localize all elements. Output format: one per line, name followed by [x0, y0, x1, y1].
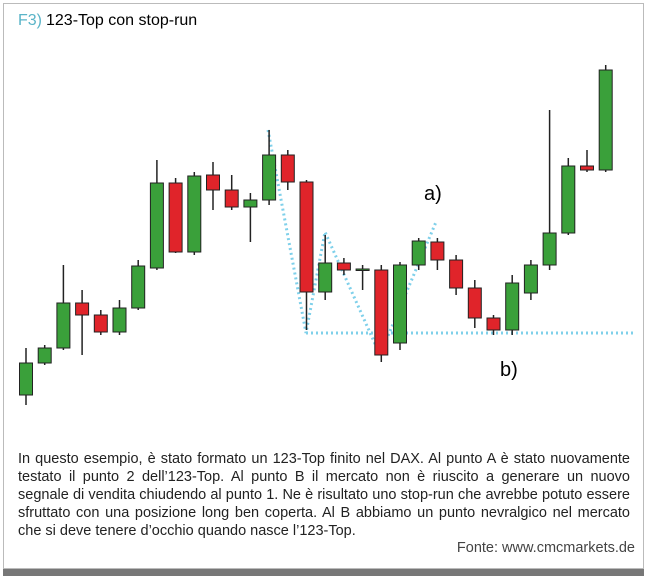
candle-body — [93, 314, 108, 333]
candle-body — [598, 69, 613, 171]
candle-body — [430, 241, 445, 261]
candle-body — [206, 174, 220, 191]
candle-body — [523, 264, 538, 294]
candle-body — [299, 181, 314, 293]
candle-body — [19, 362, 33, 396]
candle-body — [318, 262, 333, 293]
candle-body — [75, 302, 90, 316]
candle-body — [411, 240, 426, 266]
caption: In questo esempio, è stato formato un 12… — [18, 451, 630, 539]
candle-body — [542, 232, 557, 266]
candle-body — [56, 302, 71, 349]
candle-body — [505, 282, 520, 331]
pattern-lines — [266, 129, 635, 359]
candle-body — [580, 165, 594, 171]
candle-body — [37, 347, 52, 364]
candle-body — [149, 182, 164, 269]
figure-label: F3) — [18, 12, 42, 29]
header: F3) 123-Top con stop-run — [18, 12, 197, 30]
candle-body — [224, 189, 239, 208]
candle-body — [374, 269, 389, 356]
candle-body — [393, 264, 407, 344]
candle-body — [486, 317, 501, 331]
annotation: b) — [500, 359, 518, 381]
candle-body — [355, 268, 370, 271]
candle-body — [467, 287, 482, 319]
candle-body — [262, 154, 277, 201]
candle-body — [336, 262, 351, 271]
candle-body — [561, 165, 576, 234]
candle-body — [243, 199, 258, 208]
candle-body — [112, 307, 127, 333]
annotation: a) — [424, 183, 442, 205]
source: Fonte: www.cmcmarkets.de — [456, 540, 635, 556]
frame — [3, 3, 644, 569]
bottom-bar — [3, 569, 644, 576]
candle-body — [187, 175, 202, 253]
chart: a) b) — [19, 65, 635, 405]
figure-title: 123-Top con stop-run — [46, 12, 198, 29]
candle-body — [280, 154, 295, 183]
candle-body — [449, 259, 464, 289]
candle-body — [131, 265, 146, 309]
candle-body — [168, 182, 183, 253]
